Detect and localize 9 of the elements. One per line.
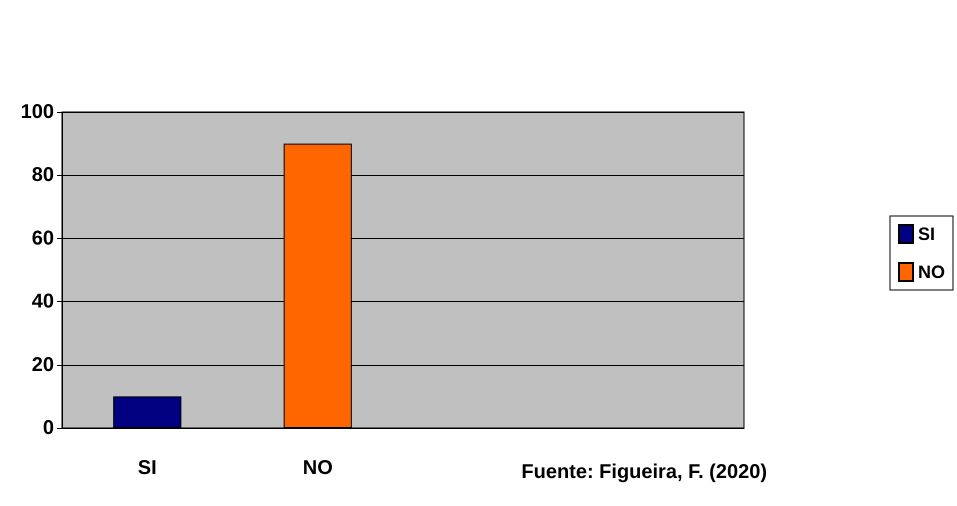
legend-label: SI: [918, 224, 936, 244]
legend-label: NO: [918, 262, 945, 282]
y-tick-label: 40: [32, 290, 54, 313]
y-tick-label: 60: [32, 227, 54, 250]
y-tick-label: 100: [20, 101, 54, 123]
y-tick-label: 0: [42, 417, 54, 439]
source-note: Fuente: Figueira, F. (2020): [521, 461, 768, 483]
y-tick-label: 80: [32, 164, 54, 186]
y-tick-label: 20: [32, 354, 54, 376]
